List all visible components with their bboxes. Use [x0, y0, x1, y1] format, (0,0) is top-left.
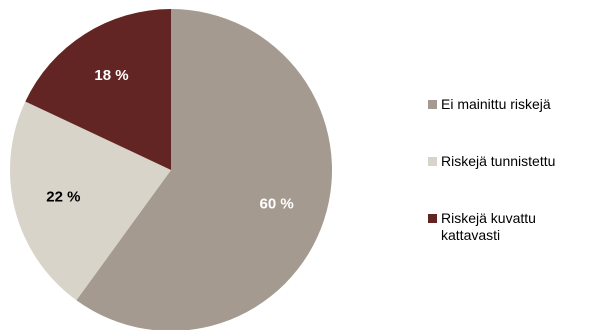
slice-label-kuvattu: 18 %	[94, 67, 128, 84]
pie-slice-tunnistettu	[9, 101, 171, 301]
pie-slice-ei-mainittu	[76, 9, 332, 330]
legend-label-tunnistettu: Riskejä tunnistettu	[441, 153, 556, 169]
legend-item-tunnistettu: Riskejä tunnistettu	[428, 153, 555, 170]
pie-slice-kuvattu	[25, 9, 171, 170]
legend-label-kuvattu: Riskejä kuvattu kattavasti	[441, 210, 536, 243]
slice-label-tunnistettu: 22 %	[46, 189, 80, 206]
slice-label-ei-mainittu: 60 %	[260, 195, 294, 212]
legend-item-kuvattu: Riskejä kuvattu kattavasti	[428, 210, 536, 244]
legend-swatch-kuvattu	[428, 214, 437, 223]
legend-label-ei-mainittu: Ei mainittu riskejä	[441, 96, 551, 112]
legend-swatch-tunnistettu	[428, 157, 437, 166]
legend-item-ei-mainittu: Ei mainittu riskejä	[428, 96, 551, 113]
legend-swatch-ei-mainittu	[428, 100, 437, 109]
